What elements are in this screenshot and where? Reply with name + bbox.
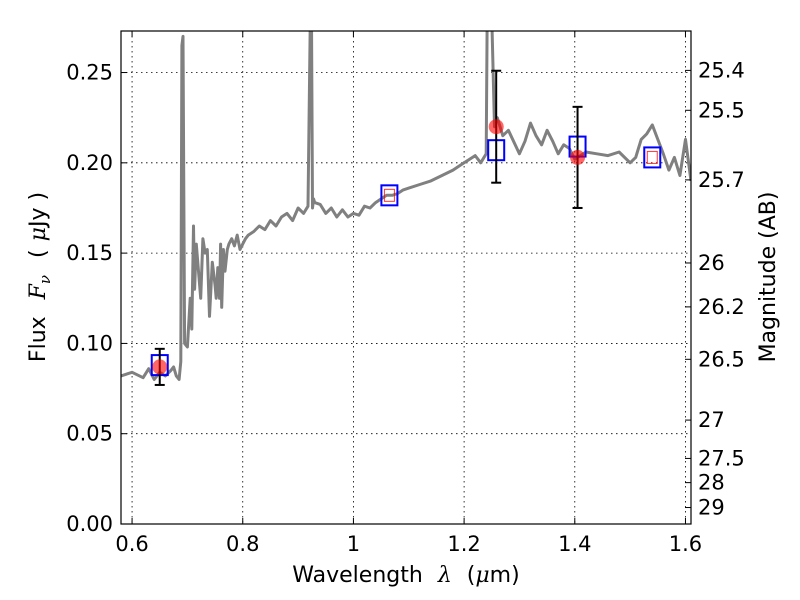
mag-tick-label: 27.5 [698, 446, 745, 470]
x-tick-label: 1 [347, 532, 360, 556]
observed-flux-point [488, 119, 504, 135]
plot-frame [120, 30, 692, 525]
y-axis-symbol: F [26, 283, 51, 300]
marker-layer [150, 69, 662, 386]
mag-tick-label: 28 [698, 471, 725, 495]
model-flux-square [643, 146, 662, 169]
upper-limit-square [646, 150, 658, 164]
y-axis-unit-open: ( [26, 249, 51, 258]
observed-flux-point [570, 149, 586, 165]
mag-tick-label: 29 [698, 496, 725, 520]
series-layer [121, 31, 691, 381]
x-axis-symbol: λ [437, 563, 452, 588]
x-tick-label: 0.6 [115, 532, 148, 556]
spectrum-line [121, 31, 691, 381]
y-axis-title: Flux Fν ( μJy ) [26, 192, 56, 362]
y-tick-label: 0.20 [66, 151, 113, 175]
x-axis-unit-open: ( [467, 563, 476, 588]
mag-tick-label: 25.5 [698, 98, 745, 122]
y-tick-label: 0.00 [66, 512, 113, 536]
y-axis-label: Flux [26, 316, 51, 362]
x-axis-title: Wavelength λ (μm) [292, 563, 519, 588]
y-tick-label: 0.15 [66, 241, 113, 265]
observed-flux-point [152, 359, 168, 375]
x-tick-label: 1.2 [447, 532, 480, 556]
y-axis-unit-mu: μ [26, 227, 51, 241]
mag-tick-label: 25.7 [698, 168, 745, 192]
y-tick-label: 0.25 [66, 61, 113, 85]
mag-tick-label: 26.5 [698, 347, 745, 371]
x-tick-label: 0.8 [226, 532, 259, 556]
x-axis-label: Wavelength [292, 563, 423, 588]
x-tick-label: 1.6 [669, 532, 702, 556]
model-flux-square [380, 184, 399, 207]
mag-tick-label: 25.4 [698, 58, 745, 82]
x-axis-unit-mu: μ [475, 563, 489, 588]
magnitude-axis-title: Magnitude (AB) [756, 192, 781, 363]
y-tick-label: 0.05 [66, 422, 113, 446]
y-tick-label: 0.10 [66, 331, 113, 355]
axis-layer: 0.6 0.8 1 1.2 1.4 1.6 0.00 0.05 0.10 0.15 0.20 0.25… [66, 31, 745, 556]
x-tick-label: 1.4 [558, 532, 591, 556]
mag-tick-label: 26 [698, 251, 725, 275]
upper-limit-square [383, 188, 395, 202]
x-axis-unit-rest: m) [490, 563, 520, 588]
y-axis-unit-rest: Jy ) [26, 192, 51, 229]
mag-tick-label: 26.2 [698, 295, 745, 319]
y-axis-symbol-sub: ν [36, 275, 54, 284]
mag-tick-label: 27 [698, 408, 725, 432]
